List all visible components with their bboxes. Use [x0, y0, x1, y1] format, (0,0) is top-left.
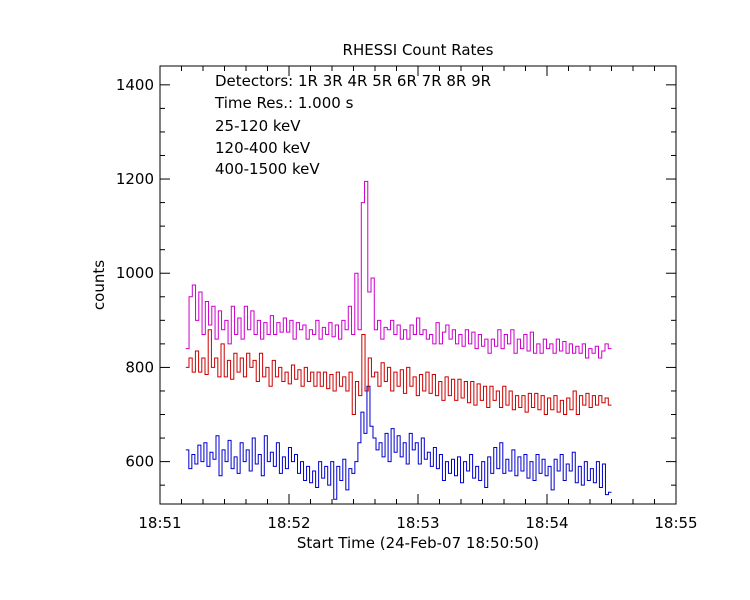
- legend-120-400-kev: 120-400 keV: [215, 139, 311, 157]
- time-res-annotation: Time Res.: 1.000 s: [214, 94, 354, 112]
- legend: Detectors: 1R 3R 4R 5R 6R 7R 8R 9R Time …: [214, 72, 491, 178]
- y-tick-label: 1400: [116, 76, 154, 94]
- series-line-3: [185, 329, 612, 416]
- y-tick-label: 1200: [116, 170, 154, 188]
- x-tick-label: 18:55: [654, 514, 697, 532]
- x-tick-label: 18:52: [267, 514, 310, 532]
- x-tick-label: 18:53: [396, 514, 439, 532]
- y-tick-label: 1000: [116, 264, 154, 282]
- legend-25-120-kev: 25-120 keV: [215, 117, 301, 135]
- legend-400-1500-kev: 400-1500 keV: [215, 160, 320, 178]
- y-axis-label: counts: [90, 260, 108, 310]
- x-axis-label: Start Time (24-Feb-07 18:50:50): [297, 534, 539, 552]
- chart-title: RHESSI Count Rates: [343, 41, 494, 59]
- series-line-2: [185, 180, 612, 359]
- x-tick-label: 18:54: [525, 514, 568, 532]
- y-tick-label: 600: [125, 453, 154, 471]
- x-axis-ticks: 18:51 18:52 18:53 18:54 18:55: [138, 66, 698, 532]
- detectors-annotation: Detectors: 1R 3R 4R 5R 6R 7R 8R 9R: [215, 72, 491, 90]
- series-line-1: [185, 385, 612, 500]
- y-axis-ticks: 600 800 1000 1200 1400: [116, 76, 676, 486]
- series-group: [185, 180, 612, 500]
- x-tick-label: 18:51: [138, 514, 181, 532]
- y-tick-label: 800: [125, 358, 154, 376]
